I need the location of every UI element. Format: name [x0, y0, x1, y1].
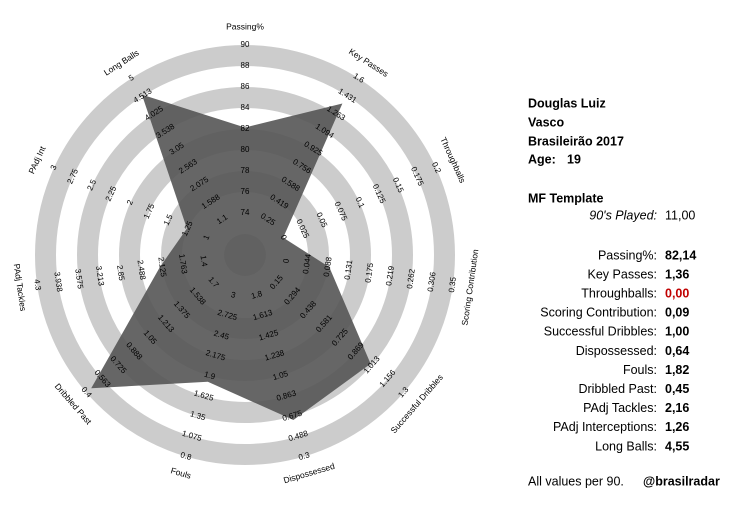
tick-label: 0.35: [447, 276, 458, 293]
tick-label: 1.763: [177, 253, 189, 275]
age-label: Age:: [528, 152, 556, 166]
stat-label: Passing%:: [598, 248, 657, 262]
stat-label: Scoring Contribution:: [540, 306, 657, 320]
stat-label: Dispossessed:: [576, 344, 657, 358]
tick-label: 84: [241, 103, 250, 112]
stat-value: 4,55: [665, 439, 689, 453]
stat-label: PAdj Tackles:: [583, 401, 657, 415]
tick-label: 0.262: [405, 268, 417, 290]
stat-value: 82,14: [665, 248, 696, 262]
tick-label: 0.1: [354, 196, 367, 210]
tick-label: 82: [241, 124, 250, 133]
stat-value: 1,36: [665, 267, 689, 281]
tick-label: 2.5: [85, 178, 98, 192]
axis-label: PAdj Int: [26, 144, 47, 175]
tick-label: 74: [241, 208, 250, 217]
tick-label: 88: [241, 61, 250, 70]
stat-label: PAdj Interceptions:: [553, 420, 657, 434]
axis-label: Throughballs: [438, 136, 468, 185]
stat-label: Key Passes:: [588, 267, 657, 281]
stat-value: 0,64: [665, 344, 689, 358]
tick-label: 0.2: [430, 161, 443, 175]
tick-label: 1.9: [203, 370, 217, 382]
stat-value: 1,82: [665, 363, 689, 377]
player-name: Douglas Luiz: [528, 96, 606, 110]
tick-label: 86: [241, 82, 250, 91]
tick-label: 0.306: [426, 271, 438, 293]
template: MF Template: [528, 191, 604, 205]
tick-label: 2.85: [115, 265, 126, 282]
axis-label: Passing%: [226, 21, 264, 31]
stat-value: 1,00: [665, 325, 689, 339]
ring: [77, 87, 413, 423]
tick-label: 76: [241, 187, 250, 196]
tick-label: 0.044: [301, 253, 313, 275]
axis-label: Dispossessed: [282, 461, 336, 486]
stat-label: Dribbled Past:: [578, 382, 657, 396]
tick-label: 2.488: [136, 259, 148, 281]
tick-label: 78: [241, 166, 250, 175]
tick-label: 0.219: [384, 265, 396, 287]
competition: Brasileirão 2017: [528, 134, 624, 148]
tick-label: 1: [201, 233, 211, 241]
tick-label: 0.088: [322, 256, 334, 278]
tick-label: 80: [241, 145, 250, 154]
stat-value: 2,16: [665, 401, 689, 415]
tick-label: 1.5: [162, 213, 175, 227]
axis-label: Long Balls: [102, 48, 141, 78]
tick-label: 3: [49, 163, 59, 171]
tick-label: 1.05: [272, 369, 290, 382]
stat-label: Throughballs:: [581, 286, 657, 300]
stat-value: 0,09: [665, 306, 689, 320]
tick-label: 0.131: [343, 259, 355, 281]
stat-label: Fouls:: [623, 363, 657, 377]
team: Vasco: [528, 115, 565, 129]
tick-label: 0: [281, 258, 291, 264]
tick-label: 3: [230, 290, 237, 300]
tick-label: 2.45: [213, 329, 231, 342]
played-label: 90's Played:: [589, 208, 657, 222]
played: 11,00: [665, 208, 695, 222]
axis-label: PAdj Tackles: [12, 263, 29, 312]
age: 19: [567, 152, 581, 166]
tick-label: 90: [241, 40, 250, 49]
tick-label: 2: [125, 198, 135, 206]
tick-label: 4.3: [32, 279, 43, 292]
radar-area: [91, 94, 371, 420]
footer-note: All values per 90.: [528, 474, 624, 488]
plot: [91, 94, 371, 420]
stat-label: Long Balls:: [595, 439, 657, 453]
stat-label: Successful Dribbles:: [544, 325, 657, 339]
tick-label: 0.3: [297, 450, 311, 462]
axis-label: Scoring Contribution: [460, 248, 481, 326]
tick-label: 3.575: [73, 268, 85, 290]
stat-value: 1,26: [665, 420, 689, 434]
tick-label: 5: [127, 73, 136, 83]
tick-label: 3.938: [52, 271, 64, 293]
tick-label: 0.175: [363, 262, 375, 284]
tick-label: 0: [279, 233, 289, 241]
axis-label: Fouls: [170, 465, 193, 480]
tick-label: 1.8: [250, 289, 264, 301]
tick-label: 1.4: [199, 255, 210, 268]
tick-label: 1.35: [189, 409, 207, 422]
ring: [35, 45, 455, 465]
tick-label: 2.125: [156, 256, 168, 278]
tick-label: 0.8: [179, 450, 193, 462]
tick-label: 3.213: [94, 265, 106, 287]
footer-credit: @brasilradar: [643, 474, 720, 488]
stat-value: 0,45: [665, 382, 689, 396]
stat-value: 0,00: [665, 286, 689, 300]
